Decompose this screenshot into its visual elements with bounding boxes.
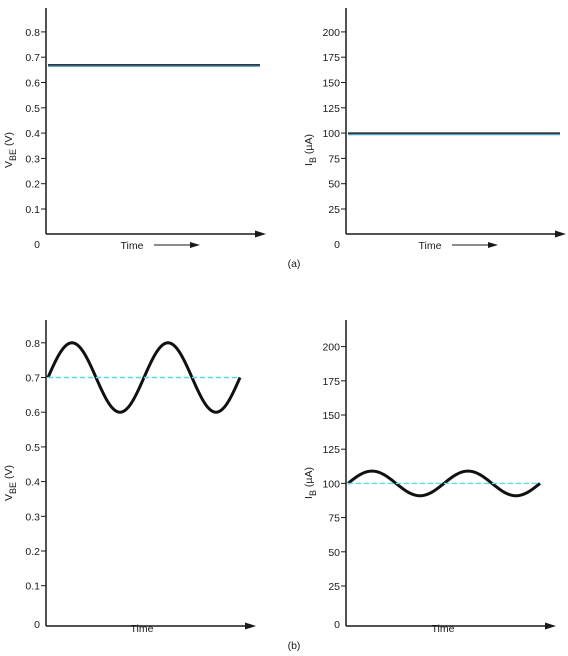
x-axis-label: Time: [419, 240, 442, 252]
y-tick-label: 0.5: [25, 103, 40, 115]
origin-label: 0: [334, 239, 340, 251]
y-tick-label: 125: [322, 444, 340, 456]
chart-b-left: 0.1 0.2 0.3 0.4 0.5 0.6 0.7 0.8 0 Time VBE (V): [3, 320, 256, 635]
y-tick-label: 50: [328, 547, 340, 559]
y-tick-label: 0.2: [25, 546, 40, 558]
x-axis-arrowhead: [245, 622, 256, 630]
y-tick-label: 0.3: [25, 153, 40, 165]
panel-label-b: (b): [288, 640, 301, 652]
y-tick-label: 150: [322, 410, 340, 422]
x-axis-arrowhead: [255, 230, 266, 238]
origin-label: 0: [34, 239, 40, 251]
y-tick-label: 125: [322, 103, 340, 115]
y-tick-label: 0.5: [25, 442, 40, 454]
x-axis-arrowhead: [545, 622, 556, 630]
y-tick-label: 75: [328, 513, 340, 525]
y-tick-label: 0.4: [25, 128, 40, 140]
y-tick-label: 150: [322, 78, 340, 90]
chart-a-left: 0.1 0.2 0.3 0.4 0.5 0.6 0.7 0.8 0 Time VBE (V): [3, 8, 266, 252]
y-tick-label: 25: [328, 581, 340, 593]
y-tick-label: 200: [322, 342, 340, 354]
y-tick-label: 0.1: [25, 581, 40, 593]
origin-label: 0: [334, 619, 340, 631]
time-arrowhead: [488, 242, 498, 248]
x-axis-arrowhead: [555, 230, 566, 238]
y-tick-label: 0.2: [25, 179, 40, 191]
y-tick-label: 75: [328, 153, 340, 165]
chart-a-right: 25 50 75 100 125 150 175 200 0 Time IB (µA): [303, 8, 566, 252]
y-tick-label: 100: [322, 478, 340, 490]
origin-label: 0: [34, 619, 40, 631]
x-axis-label: Time: [131, 623, 154, 635]
panel-label-a: (a): [288, 258, 301, 270]
y-tick-label: 0.3: [25, 511, 40, 523]
y-tick-label: 0.6: [25, 78, 40, 90]
y-tick-label: 175: [322, 52, 340, 64]
y-axis-label: VBE (V): [3, 132, 18, 168]
y-tick-label: 0.8: [25, 338, 40, 350]
y-tick-label: 175: [322, 376, 340, 388]
y-tick-label: 0.7: [25, 373, 40, 385]
x-axis-label: Time: [432, 623, 455, 635]
y-tick-label: 25: [328, 204, 340, 216]
y-tick-label: 0.6: [25, 407, 40, 419]
y-axis-label: VBE (V): [3, 465, 18, 501]
y-axis-label: IB (µA): [303, 467, 318, 499]
y-tick-label: 100: [322, 128, 340, 140]
y-tick-label: 200: [322, 27, 340, 39]
time-arrowhead: [190, 242, 200, 248]
y-tick-label: 0.7: [25, 52, 40, 64]
x-axis-label: Time: [121, 240, 144, 252]
y-tick-label: 0.8: [25, 27, 40, 39]
y-tick-label: 0.4: [25, 477, 40, 489]
y-tick-label: 50: [328, 179, 340, 191]
chart-b-right: 25 50 75 100 125 150 175 200 0 Time IB (µA): [303, 320, 556, 635]
y-axis-label: IB (µA): [303, 134, 318, 166]
y-tick-label: 0.1: [25, 204, 40, 216]
